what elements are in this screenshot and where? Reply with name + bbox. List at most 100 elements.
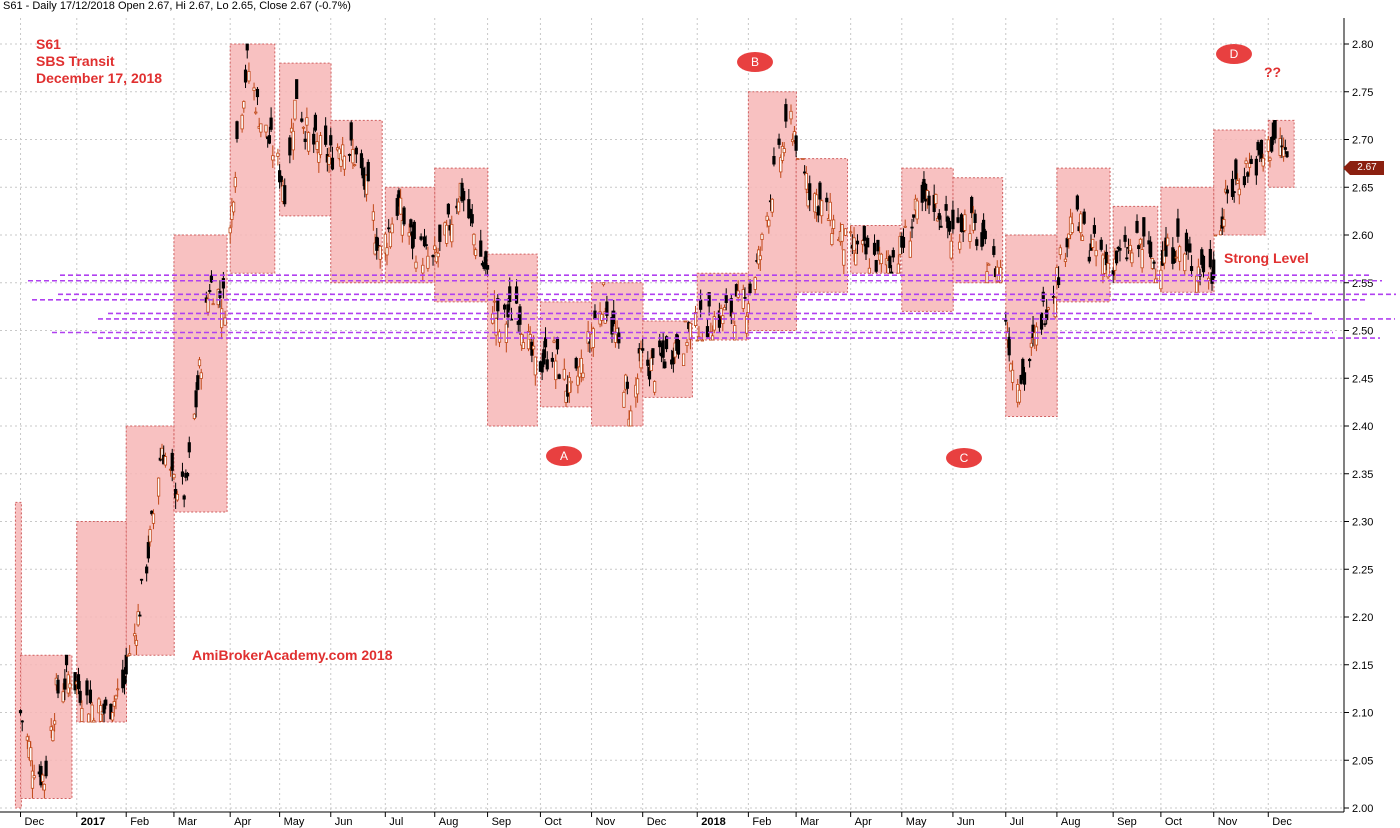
- candle-body: [484, 251, 488, 269]
- y-tick-label: 2.65: [1352, 182, 1373, 194]
- candle-body: [843, 228, 848, 236]
- question-label: ??: [1264, 64, 1282, 80]
- candle-body: [1057, 277, 1061, 286]
- candle-body: [42, 783, 46, 791]
- candle-body: [987, 263, 991, 266]
- candle-body: [683, 320, 687, 323]
- y-tick-label: 2.20: [1352, 612, 1373, 624]
- candle-body: [341, 144, 345, 161]
- candle-body: [569, 380, 573, 384]
- candle-body: [78, 690, 82, 703]
- candle-body: [354, 147, 358, 155]
- candle-body: [267, 135, 271, 144]
- candle-body: [32, 775, 36, 779]
- candle-body: [741, 289, 745, 309]
- candle-body: [867, 267, 872, 274]
- candle-body: [825, 197, 829, 203]
- y-tick-label: 2.35: [1352, 469, 1373, 481]
- candle-body: [576, 375, 580, 386]
- candle-body: [635, 378, 640, 395]
- candle-body: [828, 201, 832, 221]
- candle-body: [264, 124, 268, 133]
- candle-body: [951, 209, 955, 230]
- candle-body: [1230, 178, 1235, 197]
- candle-body: [235, 121, 239, 139]
- x-tick-label: Nov: [1218, 816, 1238, 828]
- x-tick-label: May: [284, 816, 305, 828]
- candle-body: [1183, 253, 1187, 272]
- candle-body: [970, 196, 974, 214]
- candle-body: [472, 233, 476, 246]
- candle-body: [180, 471, 185, 477]
- candle-body: [1159, 269, 1163, 290]
- candle-body: [888, 256, 892, 269]
- candle-body: [1039, 312, 1044, 330]
- candle-body: [410, 231, 415, 249]
- candle-body: [390, 223, 394, 234]
- candle-body: [1138, 238, 1143, 245]
- candle-body: [729, 298, 733, 317]
- candle-body: [526, 331, 531, 350]
- candle-body: [211, 303, 215, 306]
- candle-body: [1285, 151, 1289, 158]
- candle-body: [485, 265, 490, 270]
- candle-body: [705, 326, 710, 338]
- candle-body: [467, 199, 471, 219]
- candle-body: [1029, 342, 1033, 348]
- candle-body: [581, 372, 585, 378]
- candle-body: [422, 236, 427, 247]
- candle-body: [1201, 255, 1206, 273]
- candle-body: [49, 726, 53, 731]
- x-tick-label: Aug: [1061, 816, 1081, 828]
- y-tick-label: 2.70: [1352, 135, 1373, 147]
- candle-body: [187, 442, 191, 453]
- candle-body: [1106, 262, 1110, 278]
- strong-level-label: Strong Level: [1224, 250, 1309, 266]
- candle-body: [375, 236, 379, 251]
- candle-body: [243, 69, 248, 83]
- candle-body: [649, 357, 653, 372]
- candle-body: [18, 710, 23, 714]
- candle-body: [395, 198, 399, 216]
- candle-body: [87, 713, 91, 723]
- candle-body: [151, 513, 156, 524]
- candle-body: [312, 133, 316, 145]
- candle-body: [318, 135, 323, 156]
- y-tick-label: 2.25: [1352, 564, 1373, 576]
- candle-body: [550, 357, 554, 362]
- y-tick-label: 2.60: [1352, 230, 1373, 242]
- candle-body: [303, 138, 307, 142]
- y-tick-label: 2.75: [1352, 87, 1373, 99]
- candle-body: [289, 127, 294, 133]
- watermark: AmiBrokerAcademy.com 2018: [192, 647, 393, 663]
- candle-body: [1270, 136, 1274, 152]
- candle-body: [647, 367, 652, 380]
- candle-body: [109, 703, 113, 720]
- candle-body: [412, 221, 416, 240]
- candle-body: [803, 171, 807, 174]
- candle-body: [1009, 363, 1013, 372]
- monthly-range-box: [591, 282, 644, 427]
- candle-body: [44, 760, 48, 777]
- candle-body: [436, 252, 440, 258]
- candle-body: [347, 154, 352, 156]
- candle-body: [1007, 336, 1011, 356]
- candle-body: [146, 542, 150, 559]
- y-tick-label: 2.55: [1352, 278, 1373, 290]
- candle-body: [492, 300, 496, 303]
- candle-body: [1005, 331, 1010, 341]
- candle-body: [949, 240, 953, 259]
- candle-body: [1249, 158, 1253, 164]
- candle-body: [746, 303, 750, 313]
- candle-body: [30, 770, 35, 789]
- candle-body: [1046, 307, 1050, 311]
- y-tick-label: 2.15: [1352, 660, 1373, 672]
- candle-body: [1283, 147, 1287, 150]
- x-tick-label: Jun: [957, 816, 975, 828]
- candle-body: [1140, 249, 1144, 269]
- candle-body: [185, 472, 190, 477]
- y-tick-label: 2.05: [1352, 755, 1373, 767]
- candle-body: [879, 253, 883, 265]
- candle-body: [910, 226, 914, 229]
- candle-body: [1232, 191, 1236, 194]
